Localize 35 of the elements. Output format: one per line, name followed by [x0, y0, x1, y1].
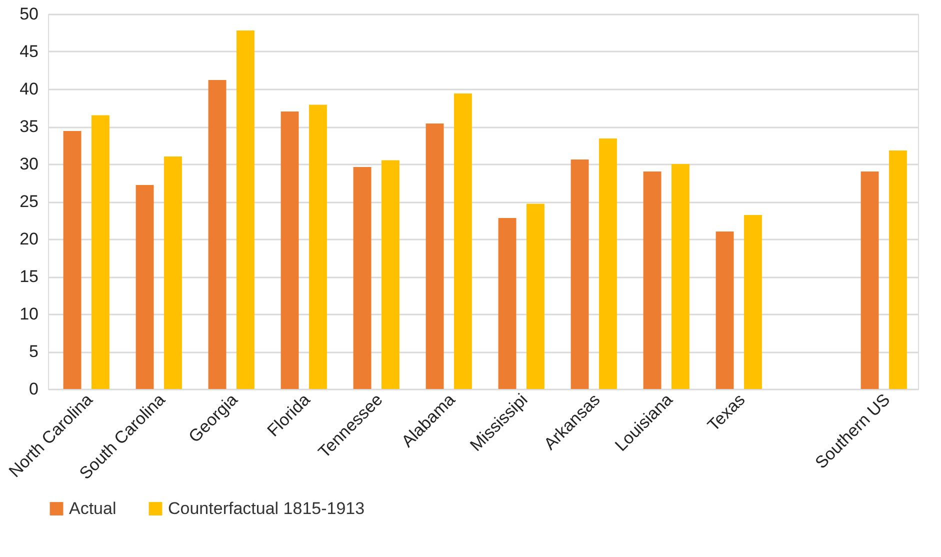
bar	[526, 204, 544, 389]
bar	[164, 156, 182, 389]
bar	[63, 131, 82, 389]
legend-label: Counterfactual 1815-1913	[168, 498, 365, 518]
bar	[236, 30, 254, 389]
bar	[91, 115, 110, 389]
bar	[308, 104, 327, 389]
y-tick-label: 5	[29, 342, 38, 361]
legend-label: Actual	[69, 498, 116, 518]
bar	[643, 172, 662, 389]
y-tick-label: 50	[20, 4, 38, 24]
y-tick-label: 35	[20, 117, 38, 136]
y-tick-label: 15	[20, 267, 38, 286]
y-tick-label: 25	[20, 192, 38, 211]
y-tick-label: 45	[20, 42, 38, 61]
bar	[426, 124, 444, 389]
y-tick-label: 10	[20, 304, 38, 324]
y-tick-label: 0	[29, 380, 38, 398]
bar	[280, 112, 299, 389]
bar	[570, 160, 589, 389]
bar	[136, 185, 154, 389]
y-tick-label: 20	[20, 230, 38, 248]
bar	[671, 164, 690, 389]
bar	[454, 94, 472, 389]
bar	[208, 80, 226, 389]
bar	[744, 215, 762, 389]
bar	[716, 232, 734, 389]
bar	[598, 138, 617, 389]
bar	[860, 172, 879, 389]
y-tick-label: 30	[20, 154, 38, 174]
bar	[888, 150, 907, 389]
bar	[353, 167, 372, 389]
bar	[498, 218, 516, 389]
y-tick-label: 40	[20, 80, 38, 98]
bar	[381, 160, 400, 389]
